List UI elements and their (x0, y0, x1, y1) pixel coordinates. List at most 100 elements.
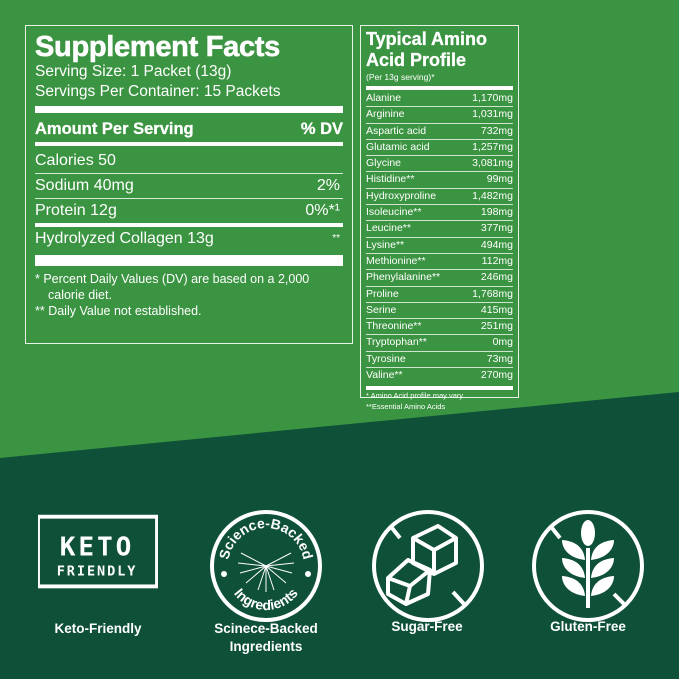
row-label: Sodium 40mg (35, 177, 134, 194)
amino-row: Hydroxyproline 1,482mg (366, 189, 513, 206)
svg-text:FRIENDLY: FRIENDLY (57, 564, 138, 580)
badge-label: Gluten-Free (550, 619, 626, 634)
table-row: Hydrolyzed Collagen 13g ** (35, 227, 343, 251)
amino-name: Methionine** (366, 254, 426, 267)
amino-value: 246mg (480, 271, 513, 284)
footnote: ** Daily Value not established. (35, 304, 202, 318)
amino-name: Isoleucine** (366, 206, 422, 219)
amino-value: 270mg (480, 369, 513, 382)
amino-row: Arginine 1,031mg (366, 107, 513, 124)
amino-row: Tryptophan** 0mg (366, 335, 513, 352)
amino-row: Phenylalanine** 246mg (366, 270, 513, 287)
amino-acid-panel: Typical Amino Acid Profile (Per 13g serv… (360, 25, 519, 411)
amino-row: Glycine 3,081mg (366, 156, 513, 173)
amino-name: Threonine** (366, 320, 422, 333)
row-label: Calories 50 (35, 152, 116, 169)
amino-row: Lysine** 494mg (366, 238, 513, 254)
amino-value: 99mg (486, 173, 513, 186)
amino-row: Threonine** 251mg (366, 319, 513, 336)
amino-title: Typical Amino (366, 29, 488, 49)
amino-title: Acid Profile (366, 50, 467, 70)
amino-value: 3,081mg (472, 157, 513, 170)
dv-header: % DV (300, 120, 343, 138)
amino-name: Glycine (366, 157, 402, 170)
divider (35, 223, 343, 227)
divider (366, 86, 513, 90)
badge-label-line: Ingredients (229, 639, 303, 654)
amino-row: Alanine 1,170mg (366, 91, 513, 108)
row-label: Protein 12g (35, 202, 117, 219)
amino-name: Hydroxyproline (366, 189, 437, 202)
amino-value: 112mg (481, 254, 513, 267)
amino-row: Isoleucine** 198mg (366, 205, 513, 222)
amino-value: 1,170mg (472, 92, 513, 104)
table-row: Sodium 40mg 2% (35, 174, 343, 199)
amino-row: Valine** 270mg (366, 368, 513, 383)
amino-value: 1,031mg (472, 108, 513, 121)
badge-label: Scinece-Backed Ingredients (186, 620, 346, 656)
amino-name: Tryptophan** (366, 336, 427, 349)
amino-name: Aspartic acid (366, 124, 427, 137)
supplement-facts-title: Supplement Facts (35, 31, 281, 63)
table-row: Protein 12g 0%*¹ (35, 199, 343, 223)
amino-value: 415mg (480, 303, 513, 316)
amino-value: 1,768mg (472, 287, 513, 300)
amino-name: Lysine** (366, 238, 405, 251)
row-dv: 0%*¹ (305, 202, 340, 219)
amino-row: Proline 1,768mg (366, 287, 513, 303)
science-backed-seal: Science-Backed Ingredients (206, 508, 326, 628)
amino-value: 73mg (486, 352, 513, 365)
amino-subtitle: (Per 13g serving)* (366, 72, 435, 82)
footnote: * Percent Daily Values (DV) are based on… (35, 272, 310, 286)
amino-name: Serine (366, 303, 397, 316)
table-header: Amount Per Serving % DV (35, 117, 343, 139)
amino-value: 0mg (492, 336, 513, 349)
amino-value: 1,482mg (472, 189, 513, 202)
footnote: **Essential Amino Acids (366, 402, 446, 412)
amino-value: 377mg (480, 222, 513, 235)
divider (35, 142, 343, 146)
amount-header: Amount Per Serving (35, 120, 194, 138)
amino-name: Phenylalanine** (366, 271, 441, 284)
amino-name: Alanine (366, 92, 402, 104)
amino-name: Glutamic acid (366, 140, 430, 153)
badge-label: Sugar-Free (391, 619, 463, 634)
divider (35, 106, 343, 113)
table-row: Calories 50 (35, 149, 343, 174)
footnote: calorie diet. (48, 288, 112, 302)
divider (366, 386, 513, 391)
amino-value: 251mg (480, 320, 513, 333)
amino-name: Tyrosine (366, 352, 406, 365)
svg-text:KETO: KETO (60, 532, 135, 562)
amino-row: Tyrosine 73mg (366, 352, 513, 369)
amino-row: Serine 415mg (366, 303, 513, 320)
keto-friendly-badge: KETO FRIENDLY (38, 508, 158, 628)
amino-name: Valine** (366, 369, 403, 382)
row-dv: 2% (316, 177, 340, 194)
footnote: * Amino Acid profile may vary (366, 391, 464, 401)
amino-value: 1,257mg (472, 140, 513, 153)
no-sugar-cubes-icon (368, 508, 488, 628)
divider (35, 255, 343, 266)
amino-name: Arginine (366, 108, 405, 121)
amino-name: Histidine** (366, 173, 415, 186)
servings-per-container: Servings Per Container: 15 Packets (35, 83, 281, 100)
svg-text:Science-Backed: Science-Backed (216, 515, 317, 561)
amino-value: 494mg (480, 238, 513, 251)
badge-label: Keto-Friendly (54, 621, 142, 636)
badge-label-line: Scinece-Backed (214, 621, 318, 636)
supplement-facts-panel: Supplement Facts Serving Size: 1 Packet … (25, 25, 353, 344)
amino-row: Histidine** 99mg (366, 172, 513, 189)
amino-name: Leucine** (366, 222, 411, 235)
amino-name: Proline (366, 287, 399, 300)
serving-size: Serving Size: 1 Packet (13g) (35, 63, 232, 80)
row-dv: ** (332, 233, 340, 244)
amino-row: Aspartic acid 732mg (366, 124, 513, 140)
footnotes: * Percent Daily Values (DV) are based on… (35, 271, 343, 319)
amino-row: Glutamic acid 1,257mg (366, 140, 513, 157)
amino-row: Methionine** 112mg (366, 254, 513, 271)
amino-value: 198mg (480, 206, 513, 219)
amino-value: 732mg (480, 124, 513, 137)
row-label: Hydrolyzed Collagen 13g (35, 230, 214, 247)
